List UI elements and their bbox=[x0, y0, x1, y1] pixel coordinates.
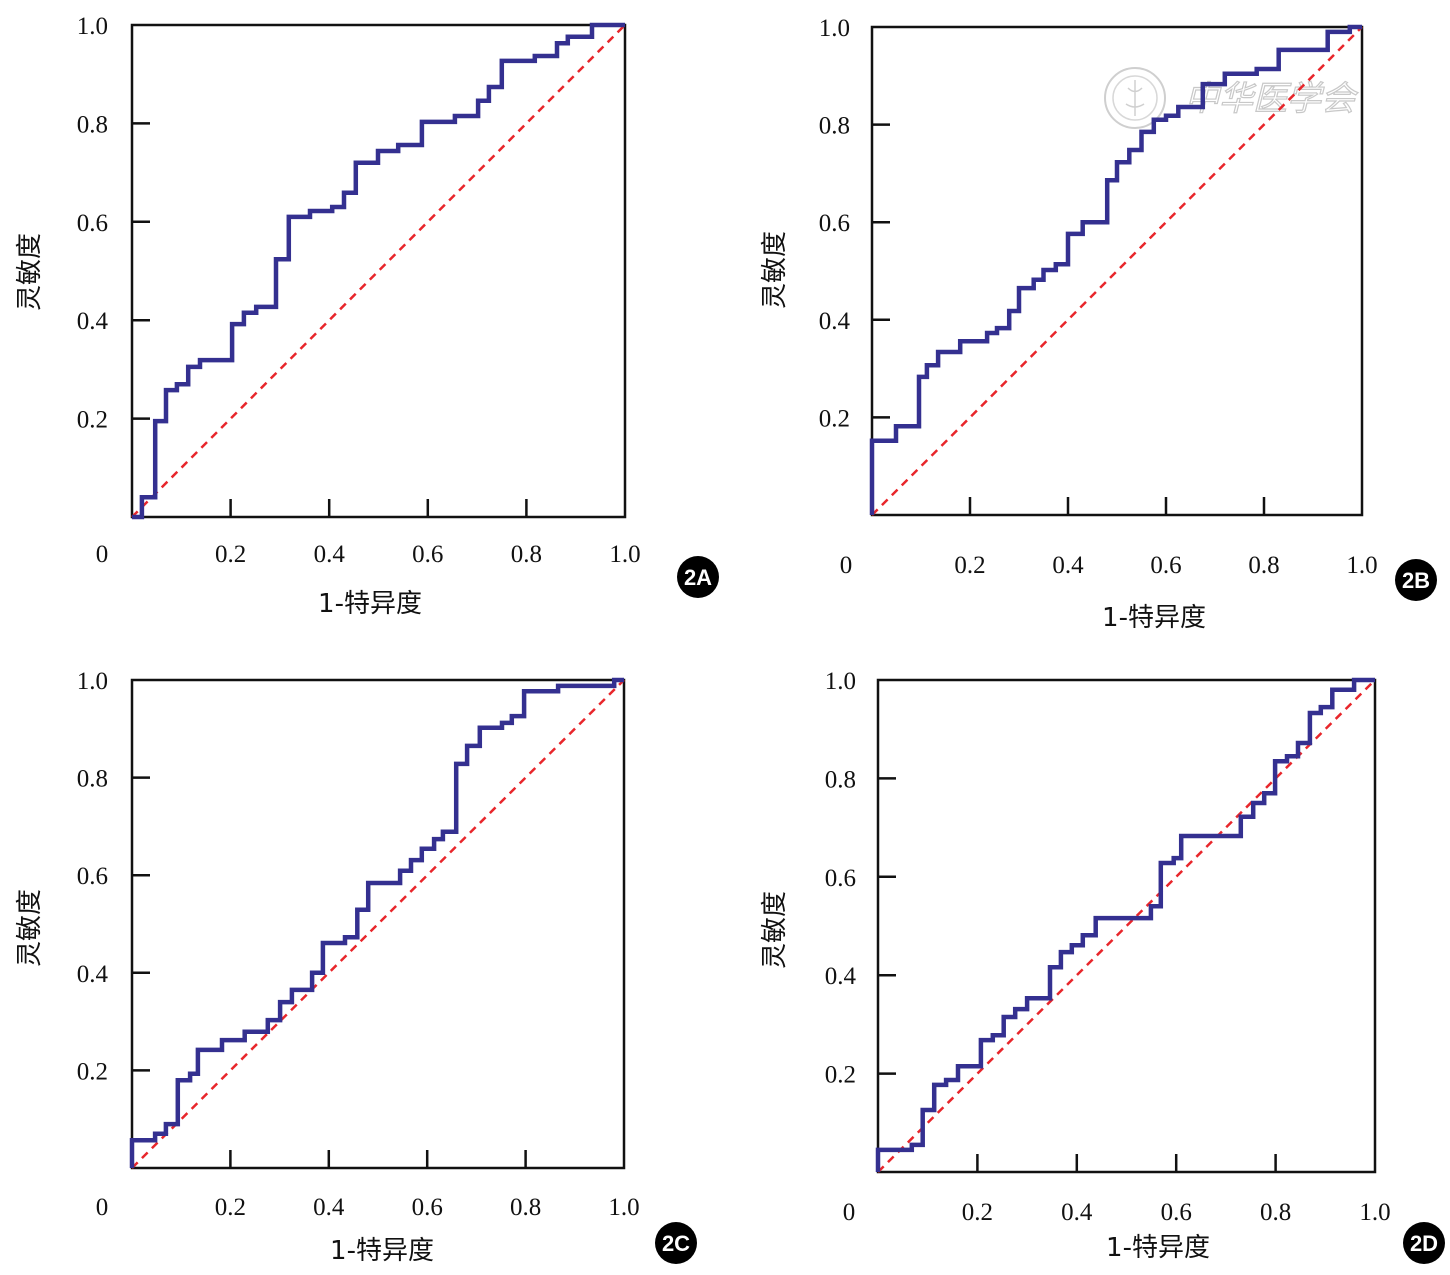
y-axis-title: 灵敏度 bbox=[760, 231, 790, 309]
y-tick-label: 0.8 bbox=[819, 113, 850, 140]
panel-badge: 2D bbox=[1403, 1222, 1445, 1264]
x-tick-label: 0.2 bbox=[215, 541, 246, 568]
x-tick-label: 0.6 bbox=[412, 541, 443, 568]
origin-label: 0 bbox=[843, 1199, 856, 1226]
plot-frame bbox=[130, 23, 627, 519]
x-tick-label: 1.0 bbox=[609, 541, 640, 568]
y-tick-label: 1.0 bbox=[77, 13, 108, 40]
panel-badge: 2B bbox=[1395, 559, 1437, 601]
y-tick-label: 0.4 bbox=[77, 961, 109, 988]
x-axis-title: 1-特异度 bbox=[1106, 1233, 1210, 1263]
y-axis-title: 灵敏度 bbox=[760, 891, 790, 969]
x-tick-label: 0.8 bbox=[510, 1194, 541, 1221]
y-tick-label: 0.6 bbox=[825, 865, 856, 892]
watermark: 中华医学会 bbox=[1104, 67, 1360, 129]
x-tick-label: 0.4 bbox=[314, 541, 346, 568]
y-tick-label: 0.8 bbox=[77, 766, 108, 793]
reference-line bbox=[131, 679, 625, 1169]
y-tick-label: 0.6 bbox=[819, 210, 850, 237]
panel-badge-circle bbox=[1403, 1222, 1445, 1264]
x-tick-label: 0.4 bbox=[1061, 1199, 1093, 1226]
panel-badge-label: 2C bbox=[662, 1231, 690, 1256]
roc-curve bbox=[875, 677, 1375, 1172]
y-tick-label: 0.6 bbox=[77, 210, 108, 237]
roc-panel-2b: 0.2 0.4 0.6 0.8 1.0 0.2 0.4 0.6 0.8 1.0 0 1-特异度 灵敏度 2… bbox=[760, 15, 1437, 633]
roc-panel-2d: 0.2 0.4 0.6 0.8 1.0 0.2 0.4 0.6 0.8 1.0 0 1-特异度 灵敏度 2… bbox=[760, 668, 1445, 1264]
x-tick-label: 0.6 bbox=[412, 1194, 443, 1221]
reference-line bbox=[871, 26, 1363, 516]
x-tick-label: 1.0 bbox=[608, 1194, 639, 1221]
roc-curve bbox=[869, 24, 1362, 515]
x-tick-label: 0.6 bbox=[1150, 552, 1181, 579]
y-tick-label: 1.0 bbox=[825, 668, 856, 695]
origin-label: 0 bbox=[840, 552, 853, 579]
x-tick-label: 0.2 bbox=[954, 552, 985, 579]
x-axis-title: 1-特异度 bbox=[318, 589, 422, 619]
origin-label: 0 bbox=[96, 1194, 109, 1221]
x-tick-label: 0.4 bbox=[313, 1194, 345, 1221]
y-tick-label: 1.0 bbox=[77, 668, 108, 695]
y-tick-label: 0.6 bbox=[77, 863, 108, 890]
x-tick-label: 0.8 bbox=[1260, 1199, 1291, 1226]
panel-badge-circle bbox=[677, 556, 719, 598]
roc-panel-2c: 0.2 0.4 0.6 0.8 1.0 0.2 0.4 0.6 0.8 1.0 0 1-特异度 灵敏度 2… bbox=[15, 668, 697, 1266]
x-tick-label: 0.2 bbox=[962, 1199, 993, 1226]
x-tick-label: 1.0 bbox=[1346, 552, 1377, 579]
roc-curve bbox=[132, 22, 625, 520]
y-tick-label: 0.8 bbox=[77, 111, 108, 138]
plot-frame bbox=[870, 25, 1364, 517]
x-tick-label: 1.0 bbox=[1359, 1199, 1390, 1226]
y-tick-label: 1.0 bbox=[819, 15, 850, 42]
panel-badge-label: 2A bbox=[684, 565, 712, 590]
x-tick-label: 0.6 bbox=[1161, 1199, 1192, 1226]
y-tick-label: 0.4 bbox=[77, 308, 109, 335]
x-tick-label: 0.4 bbox=[1052, 552, 1084, 579]
panel-badge-label: 2B bbox=[1402, 568, 1430, 593]
panel-badge-label: 2D bbox=[1410, 1231, 1438, 1256]
watermark-text: 中华医学会 bbox=[1185, 79, 1359, 119]
origin-label: 0 bbox=[96, 541, 109, 568]
y-tick-label: 0.8 bbox=[825, 766, 856, 793]
watermark-seal-icon bbox=[1104, 67, 1166, 129]
y-tick-label: 0.4 bbox=[819, 308, 851, 335]
y-tick-label: 0.2 bbox=[825, 1062, 856, 1089]
roc-panel-2a: 0.2 0.4 0.6 0.8 1.0 0.2 0.4 0.6 0.8 1.0 0 1-特异度 灵敏度 2… bbox=[15, 13, 719, 619]
panel-badge: 2C bbox=[655, 1222, 697, 1264]
y-tick-label: 0.2 bbox=[77, 1058, 108, 1085]
panel-badge-circle bbox=[655, 1222, 697, 1264]
roc-curve bbox=[129, 677, 624, 1168]
plot-frame bbox=[876, 678, 1377, 1174]
x-axis-title: 1-特异度 bbox=[1102, 603, 1206, 633]
panel-badge: 2A bbox=[677, 556, 719, 598]
x-axis-title: 1-特异度 bbox=[330, 1236, 434, 1266]
y-tick-label: 0.4 bbox=[825, 963, 857, 990]
y-tick-label: 0.2 bbox=[77, 407, 108, 434]
reference-line bbox=[131, 24, 626, 518]
panel-badge-circle bbox=[1395, 559, 1437, 601]
reference-line bbox=[877, 679, 1376, 1173]
y-axis-title: 灵敏度 bbox=[15, 233, 45, 311]
x-tick-label: 0.2 bbox=[215, 1194, 246, 1221]
x-tick-label: 0.8 bbox=[511, 541, 542, 568]
y-tick-label: 0.2 bbox=[819, 405, 850, 432]
x-tick-label: 0.8 bbox=[1248, 552, 1279, 579]
plot-frame bbox=[130, 678, 626, 1170]
y-axis-title: 灵敏度 bbox=[15, 889, 45, 967]
